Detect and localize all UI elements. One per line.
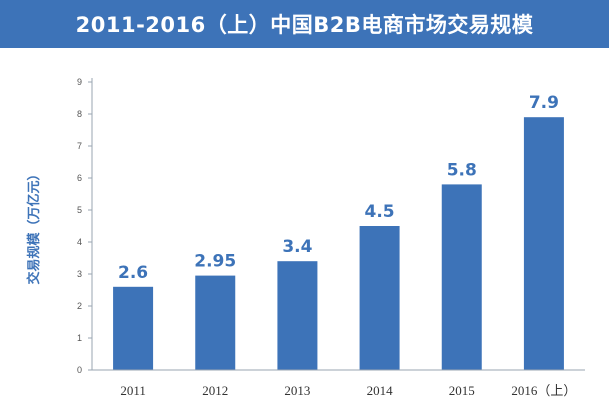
- y-tick-label: 3: [77, 269, 82, 279]
- y-tick-label: 5: [77, 205, 82, 215]
- data-label: 2.6: [118, 263, 148, 283]
- data-label: 7.9: [529, 93, 559, 113]
- y-tick-label: 4: [77, 237, 82, 247]
- x-axis: 2011 2012 2013 2014 2015 2016（上）: [92, 369, 585, 398]
- bar-2013: [277, 261, 318, 370]
- x-tick-label: 2012: [202, 383, 228, 398]
- y-axis-label: 交易规模（万亿元）: [26, 167, 42, 284]
- y-tick-label: 8: [77, 109, 82, 119]
- chart-title-banner: 2011-2016（上）中国B2B电商市场交易规模: [0, 0, 609, 48]
- y-tick-label: 0: [77, 365, 82, 375]
- data-label: 5.8: [447, 160, 477, 180]
- x-tick-label: 2016（上）: [511, 383, 576, 398]
- y-tick-label: 6: [77, 173, 82, 183]
- y-tick-label: 7: [77, 141, 82, 151]
- chart-title: 2011-2016（上）中国B2B电商市场交易规模: [75, 13, 534, 37]
- data-label: 2.95: [194, 252, 236, 272]
- x-tick-label: 2014: [367, 383, 394, 398]
- y-tick-label: 1: [77, 333, 82, 343]
- bar-2014: [359, 226, 400, 370]
- x-tick-label: 2011: [120, 383, 146, 398]
- data-label: 4.5: [365, 202, 395, 222]
- bar-2011: [113, 286, 154, 370]
- data-label: 3.4: [282, 237, 312, 257]
- x-tick-label: 2015: [449, 383, 475, 398]
- x-tick-label: 2013: [284, 383, 310, 398]
- bar-2016（上）: [523, 117, 564, 370]
- bar-2015: [441, 184, 482, 370]
- bar-2012: [195, 275, 236, 370]
- y-tick-label: 2: [77, 301, 82, 311]
- y-axis: 0 1 2 3 4 5 6 7 8 9: [77, 77, 93, 375]
- data-labels: 2.6 2.95 3.4 4.5 5.8 7.9: [118, 93, 559, 283]
- y-tick-label: 9: [77, 77, 82, 87]
- bars: [113, 117, 564, 370]
